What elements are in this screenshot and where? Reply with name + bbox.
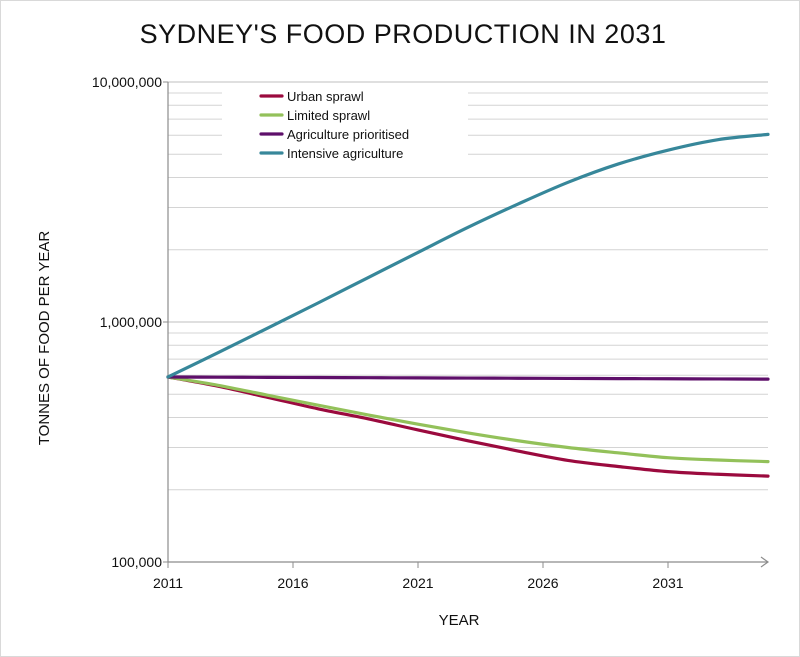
x-tick-label: 2016	[277, 575, 308, 591]
series-line-urban-sprawl	[166, 375, 770, 478]
y-tick-label: 1,000,000	[100, 314, 162, 330]
y-axis-title: TONNES OF FOOD PER YEAR	[36, 231, 53, 446]
series-line-agriculture-prioritised	[166, 375, 770, 381]
series-line-intensive-agriculture	[166, 132, 770, 379]
x-axis-title: YEAR	[439, 612, 480, 629]
legend-label: Urban sprawl	[287, 89, 364, 104]
x-tick-label: 2031	[652, 575, 683, 591]
x-axis-arrow	[760, 556, 770, 568]
legend-label: Agriculture prioritised	[287, 127, 409, 142]
chart-title: SYDNEY'S FOOD PRODUCTION IN 2031	[140, 19, 667, 49]
series-line-limited-sprawl	[166, 375, 770, 464]
axes: 100,000 1,000,000 10,000,000 2011 2016 2021 20…	[92, 74, 770, 591]
x-tick-label: 2026	[527, 575, 558, 591]
legend: Urban sprawl Limited sprawl Agriculture pr…	[222, 86, 468, 162]
legend-label: Intensive agriculture	[287, 146, 403, 161]
legend-box	[222, 86, 468, 162]
legend-label: Limited sprawl	[287, 108, 370, 123]
y-tick-label: 100,000	[111, 554, 162, 570]
x-tick-label: 2011	[153, 575, 183, 591]
x-tick-label: 2021	[402, 575, 433, 591]
series-lines	[166, 132, 770, 478]
y-tick-label: 10,000,000	[92, 74, 162, 90]
